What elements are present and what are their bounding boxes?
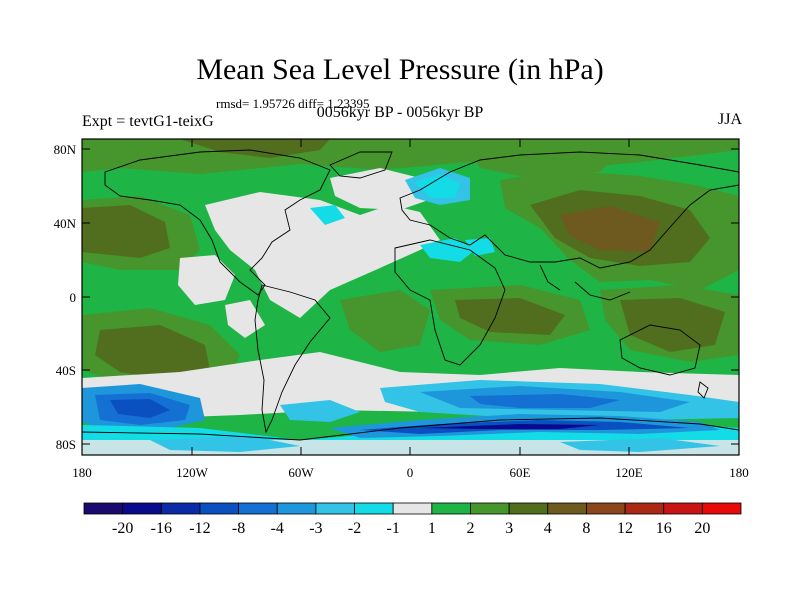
colorbar-label: -1 — [387, 520, 400, 537]
experiment-label: Expt = tevtG1-teixG — [82, 113, 214, 130]
lon-label: 0 — [407, 465, 414, 480]
colorbar-swatch — [122, 502, 162, 515]
lon-label: 60E — [510, 465, 531, 480]
lon-label: 180 — [72, 465, 92, 480]
colorbar-swatch — [315, 502, 355, 515]
colorbar-label: -16 — [151, 520, 172, 537]
rmsd-diff-stats: rmsd= 1.95726 diff= 1.23395 — [216, 96, 370, 111]
colorbar-swatch — [508, 502, 549, 515]
pressure-field — [82, 139, 739, 455]
colorbar-swatch — [83, 502, 124, 515]
colorbar-label: -20 — [112, 520, 133, 537]
coastlines — [82, 149, 739, 441]
lon-label: 120W — [176, 465, 209, 480]
colorbar-label: 2 — [466, 520, 474, 537]
colorbar-label: 12 — [617, 520, 633, 537]
lat-label: 80N — [54, 142, 77, 157]
colorbar-label: 1 — [428, 520, 436, 537]
colorbar-swatch — [624, 502, 665, 515]
colorbar-swatch — [586, 502, 626, 515]
colorbar-swatch — [199, 502, 239, 515]
lat-label: 80S — [56, 437, 76, 452]
colorbar-swatch — [238, 502, 278, 515]
colorbar-swatch — [392, 502, 433, 515]
colorbar-label: 20 — [694, 520, 710, 537]
colorbar-swatch — [276, 502, 317, 515]
colorbar-swatch — [160, 502, 201, 515]
colorbar-swatch — [547, 502, 587, 515]
lon-label: 180 — [729, 465, 749, 480]
lat-tick-marks — [82, 148, 739, 445]
colorbar-label: 3 — [505, 520, 513, 537]
colorbar-label: -4 — [271, 520, 284, 537]
colorbar-swatch — [470, 502, 510, 515]
colorbar-labels: -20 -16 -12 -8 -4 -3 -2 -1 1 2 3 4 8 12 16 20 — [112, 520, 710, 537]
colorbar-swatch — [663, 502, 703, 515]
season-label: JJA — [717, 111, 742, 128]
colorbar-swatch — [701, 502, 742, 515]
lat-label: 40N — [54, 216, 77, 231]
colorbar — [83, 502, 742, 515]
colorbar-swatch — [431, 502, 471, 515]
lon-label: 120E — [615, 465, 643, 480]
colorbar-label: 16 — [656, 520, 672, 537]
colorbar-label: 4 — [544, 520, 552, 537]
lat-labels: 80N 40N 0 40S 80S — [54, 142, 77, 452]
lat-label: 40S — [56, 363, 76, 378]
lon-label: 60W — [288, 465, 314, 480]
colorbar-swatch — [354, 502, 394, 515]
colorbar-label: -3 — [309, 520, 322, 537]
colorbar-label: -2 — [348, 520, 361, 537]
lon-labels: 180 120W 60W 0 60E 120E 180 — [72, 465, 749, 480]
colorbar-label: -8 — [232, 520, 245, 537]
map-title: Mean Sea Level Pressure (in hPa) — [196, 53, 604, 86]
colorbar-label: 8 — [582, 520, 590, 537]
lat-label: 0 — [70, 290, 77, 305]
colorbar-label: -12 — [189, 520, 210, 537]
period-subtitle: 0056kyr BP - 0056kyr BP — [316, 104, 484, 121]
lon-tick-marks — [81, 139, 630, 455]
